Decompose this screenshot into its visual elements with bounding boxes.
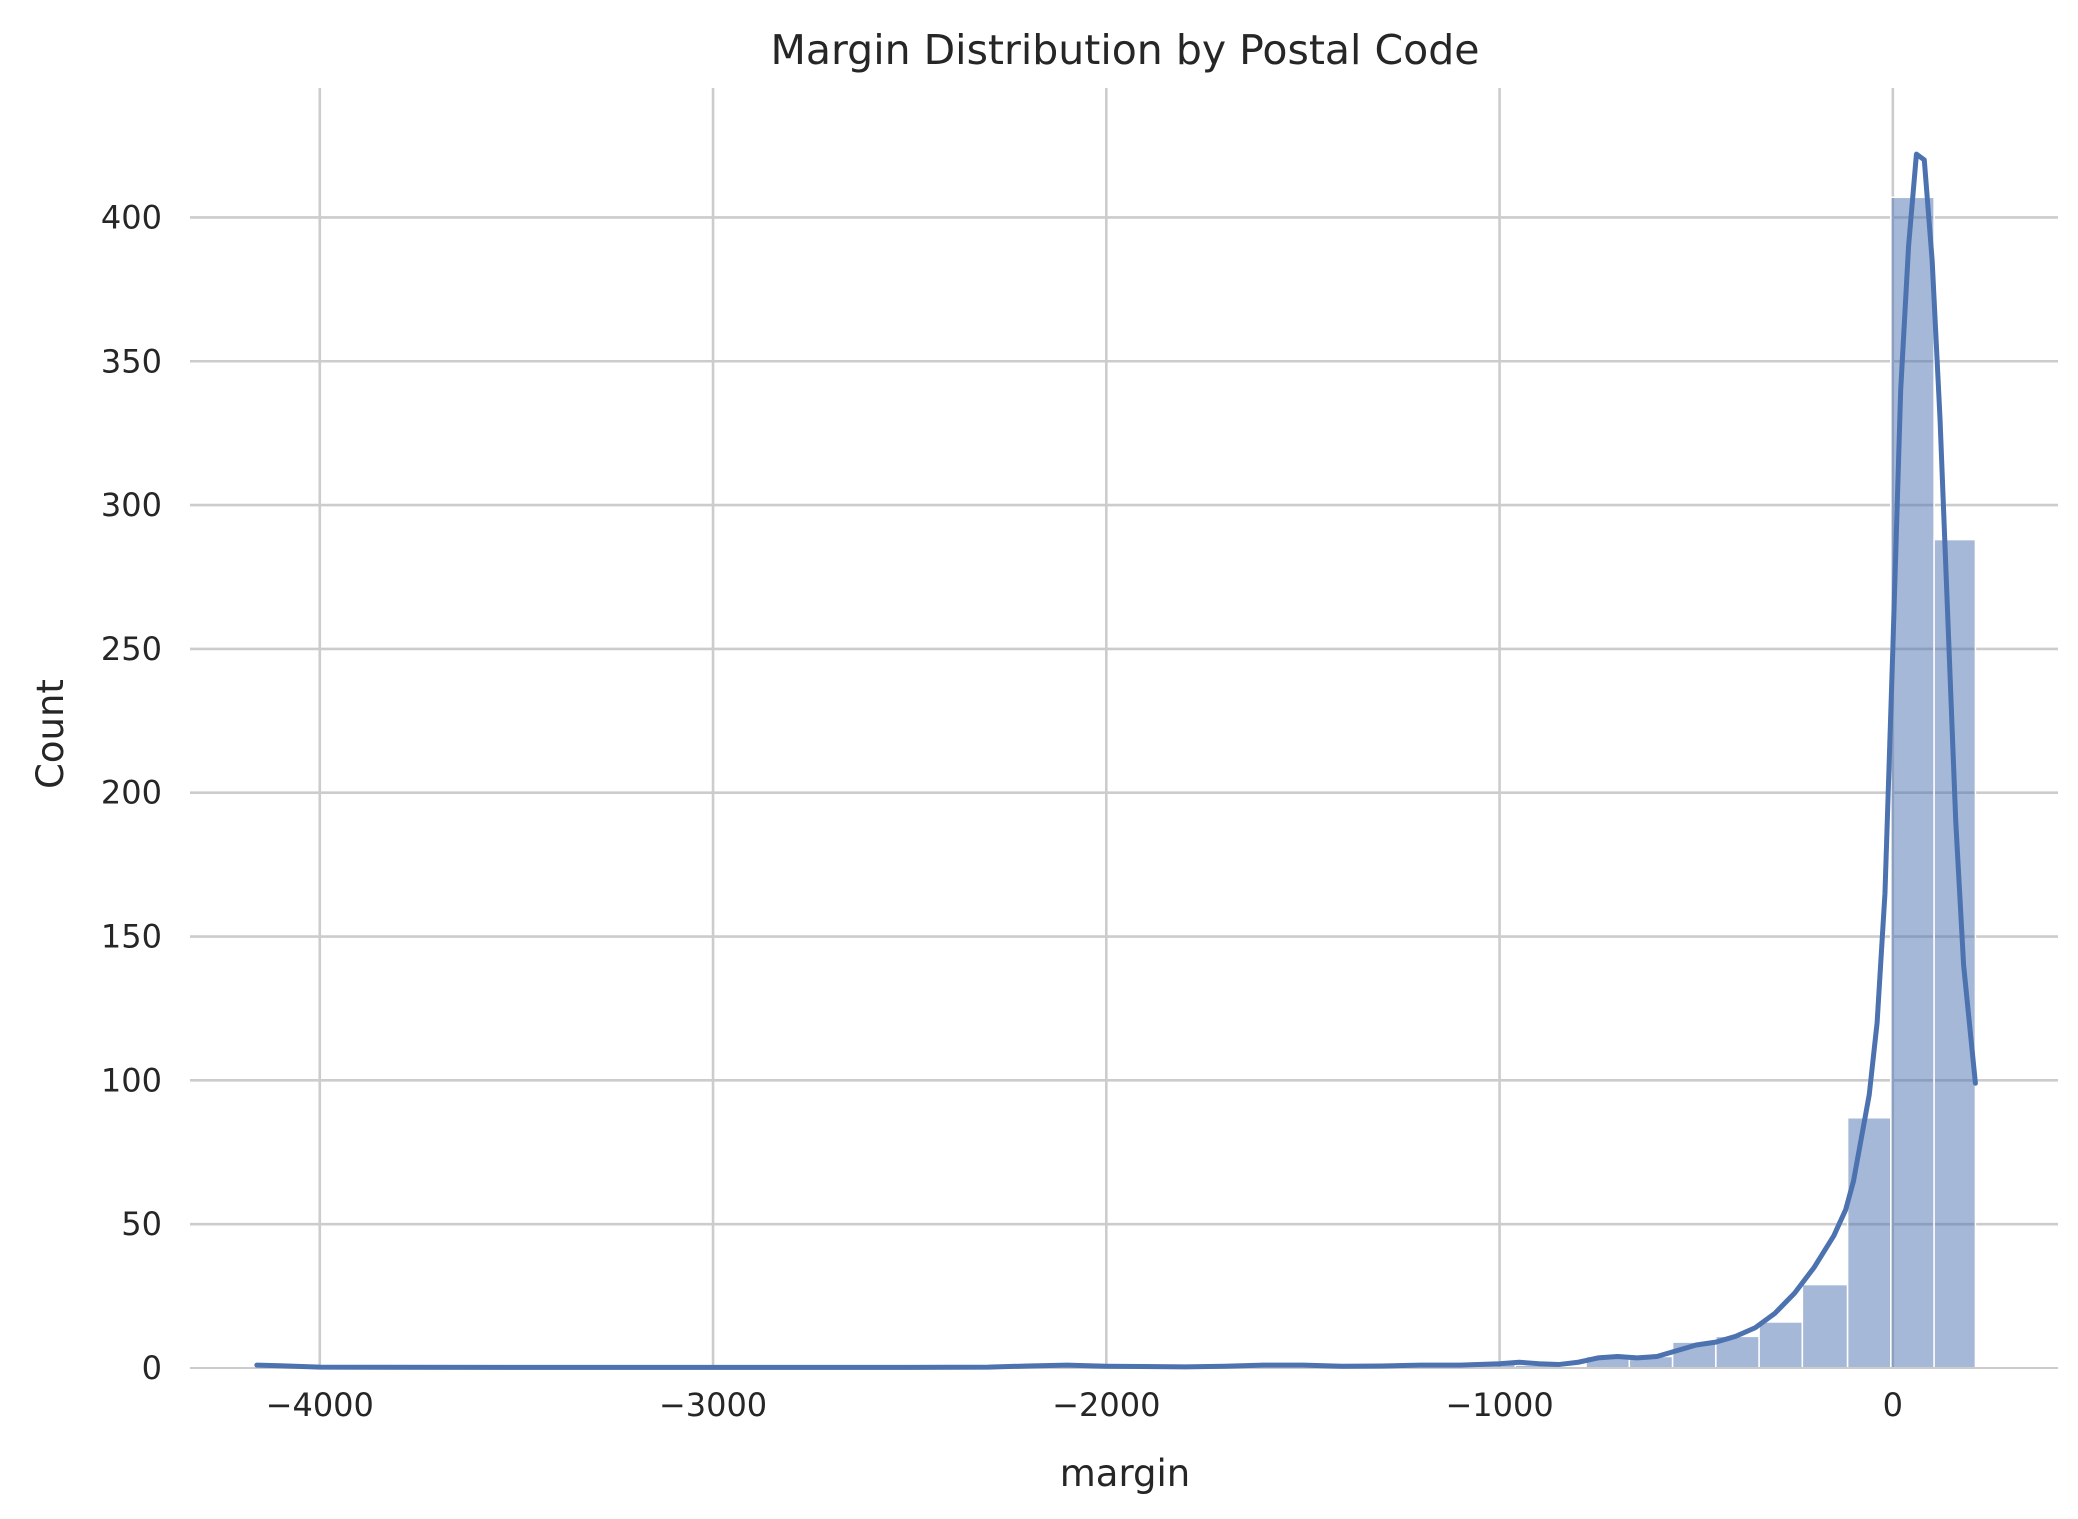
y-tick-label: 400 <box>101 198 162 236</box>
x-tick-label: −1000 <box>1445 1386 1553 1424</box>
x-tick-label: −4000 <box>266 1386 374 1424</box>
y-tick-label: 100 <box>101 1061 162 1099</box>
x-tick-labels: −4000 −3000 −2000 −1000 0 <box>266 1386 1903 1424</box>
y-tick-label: 50 <box>121 1205 162 1243</box>
y-axis-label: Count <box>29 679 72 789</box>
histogram-bar <box>1890 196 1935 1369</box>
x-axis-label: margin <box>1060 1452 1191 1495</box>
chart-title: Margin Distribution by Postal Code <box>771 26 1480 74</box>
y-tick-labels: 0 50 100 150 200 250 300 350 400 <box>101 198 162 1387</box>
y-tick-label: 350 <box>101 342 162 380</box>
histogram-bar <box>1758 1321 1804 1369</box>
histogram-bar <box>1933 538 1977 1369</box>
y-tick-label: 150 <box>101 918 162 956</box>
y-tick-label: 0 <box>142 1349 162 1387</box>
x-tick-label: 0 <box>1883 1386 1903 1424</box>
y-tick-label: 250 <box>101 630 162 668</box>
y-tick-label: 200 <box>101 774 162 812</box>
grid <box>190 88 2058 1368</box>
histogram-bar <box>1846 1117 1892 1369</box>
histogram-bars <box>256 196 1977 1369</box>
kde-curve <box>254 151 1978 1370</box>
histogram-bar <box>1801 1283 1849 1369</box>
y-tick-label: 300 <box>101 486 162 524</box>
x-tick-label: −2000 <box>1052 1386 1160 1424</box>
x-tick-label: −3000 <box>659 1386 767 1424</box>
